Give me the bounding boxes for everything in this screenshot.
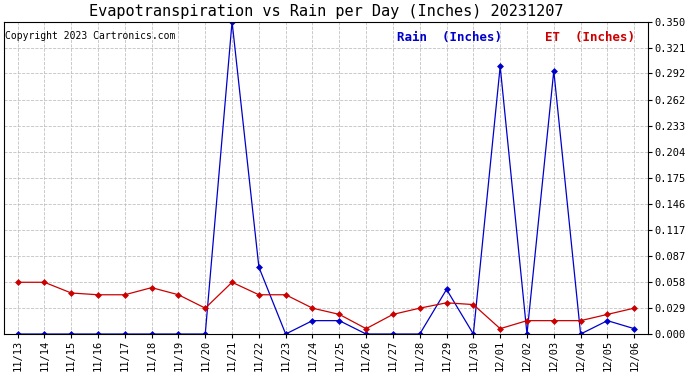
- Text: Copyright 2023 Cartronics.com: Copyright 2023 Cartronics.com: [6, 31, 176, 41]
- Text: Rain  (Inches): Rain (Inches): [397, 31, 502, 44]
- Text: ET  (Inches): ET (Inches): [544, 31, 635, 44]
- Title: Evapotranspiration vs Rain per Day (Inches) 20231207: Evapotranspiration vs Rain per Day (Inch…: [88, 4, 563, 19]
